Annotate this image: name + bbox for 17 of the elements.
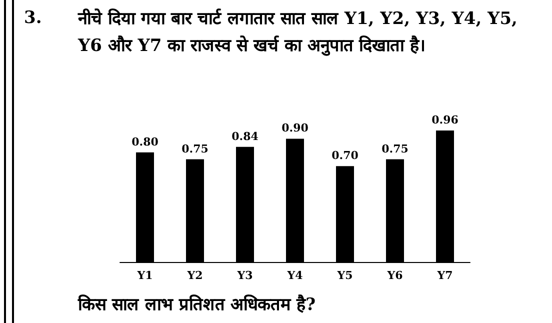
x-tick-label: Y7 <box>436 269 453 282</box>
data-label: 0.84 <box>232 130 259 143</box>
data-label: 0.90 <box>282 122 309 135</box>
data-label: 0.70 <box>332 149 359 162</box>
chart-title: नीचे दिया गया बार चार्ट लगातार सात साल Y1, Y2, Y3, Y4, Y5, Y6 और Y7 का राजस्व से खर्च का अनुपात दिखाता है। <box>78 8 518 58</box>
data-label: 0.80 <box>132 135 159 148</box>
x-tick-label: Y6 <box>386 269 404 282</box>
data-label: 0.75 <box>382 142 408 156</box>
x-tick-label: Y3 <box>236 269 253 282</box>
x-tick-label: Y5 <box>336 269 353 282</box>
data-label: 0.96 <box>432 113 459 126</box>
x-tick-label: Y1 <box>136 269 153 282</box>
text: किस साल लाभ प्रतिशत अधिकतम है? <box>78 294 316 315</box>
data-label: 0.75 <box>182 142 208 156</box>
text: 3. <box>24 8 42 28</box>
x-tick-label: Y2 <box>186 269 203 282</box>
x-tick-label: Y4 <box>286 269 304 282</box>
